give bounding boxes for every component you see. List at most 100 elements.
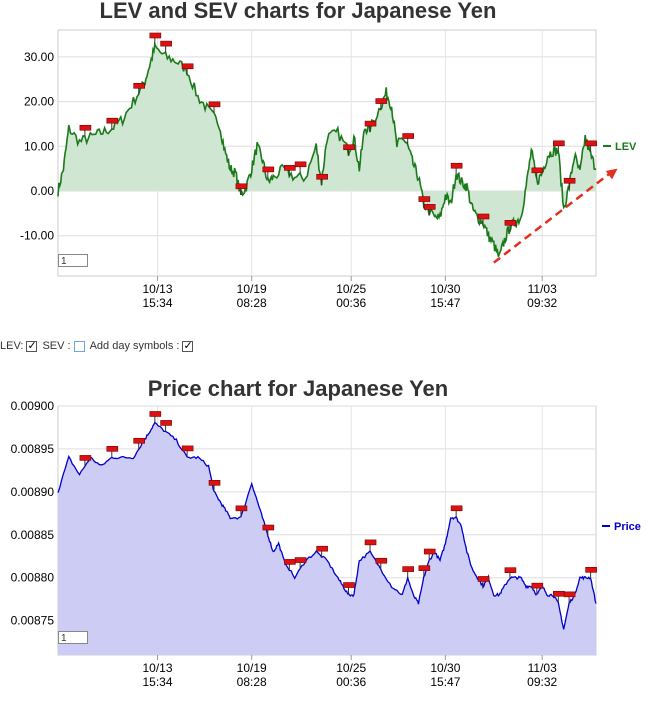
sev-checkbox[interactable] <box>73 340 85 352</box>
trend-arrow-line <box>493 172 611 264</box>
day-symbols-checkbox-label: Add day symbols : <box>89 340 180 352</box>
chart-controls: LEV: SEV : Add day symbols : <box>0 339 196 352</box>
lev-chart-title: LEV and SEV charts for Japanese Yen <box>99 0 497 23</box>
day-marker <box>79 455 92 467</box>
x-tick-time: 08:28 <box>237 675 267 689</box>
day-marker <box>531 582 544 595</box>
price-zoom-input[interactable]: 1 <box>58 631 88 644</box>
day-marker <box>477 213 490 226</box>
day-marker-flag <box>149 411 162 417</box>
x-tick-time: 00:36 <box>336 296 366 310</box>
day-marker <box>133 437 145 450</box>
x-tick-time: 15:34 <box>143 296 173 310</box>
day-marker-flag <box>364 120 377 127</box>
day-marker <box>563 177 576 190</box>
day-marker-flag <box>316 545 328 552</box>
day-marker-flag <box>553 590 565 597</box>
day-marker-flag <box>294 161 307 168</box>
x-tick-time: 15:47 <box>430 296 460 310</box>
lev-zoom-input[interactable]: 1 <box>58 254 88 267</box>
day-marker <box>262 524 275 537</box>
day-marker <box>208 101 221 113</box>
x-tick-date: 10/19 <box>237 282 267 296</box>
x-tick-date: 10/30 <box>430 661 460 675</box>
day-marker <box>585 140 597 152</box>
day-marker-flag <box>375 557 388 564</box>
day-marker <box>343 144 355 156</box>
day-marker-flag <box>504 220 517 226</box>
y-tick-label: 0.00 <box>31 184 55 198</box>
x-tick-date: 10/13 <box>143 282 173 296</box>
day-marker <box>262 166 275 178</box>
y-tick-label: 0.00890 <box>11 485 55 499</box>
day-marker-flag <box>343 582 355 588</box>
day-marker <box>294 161 307 173</box>
day-marker <box>316 545 328 558</box>
day-marker <box>106 446 119 458</box>
day-marker <box>294 557 307 569</box>
day-marker-flag <box>423 548 436 555</box>
day-marker-flag <box>423 204 436 210</box>
day-marker-flag <box>284 559 296 565</box>
day-marker <box>235 183 248 195</box>
day-marker-flag <box>418 565 431 571</box>
day-marker-flag <box>106 117 119 124</box>
day-marker <box>504 567 517 579</box>
x-tick-date: 10/19 <box>237 661 267 675</box>
lev-checkbox-label: LEV: <box>0 340 24 352</box>
series-area <box>58 44 596 257</box>
legend-label: LEV <box>615 141 637 153</box>
day-marker-flag <box>585 140 597 147</box>
day-marker <box>450 162 463 175</box>
day-marker-flag <box>181 63 194 70</box>
y-tick-label: 0.00880 <box>11 571 55 585</box>
day-marker <box>585 566 597 579</box>
day-marker-flag <box>450 162 463 169</box>
day-marker <box>423 204 436 216</box>
day-marker-flag <box>418 196 431 202</box>
day-marker-flag <box>316 173 328 180</box>
day-marker <box>418 196 431 208</box>
day-marker <box>106 117 119 130</box>
day-marker-flag <box>160 40 172 47</box>
day-marker-flag <box>106 446 119 452</box>
trend-arrow <box>493 168 618 264</box>
day-marker <box>375 557 388 570</box>
x-tick-time: 09:32 <box>527 296 557 310</box>
day-marker-flag <box>262 524 275 531</box>
day-marker <box>477 576 490 588</box>
day-marker-flag <box>149 32 162 39</box>
price-chart-title: Price chart for Japanese Yen <box>147 376 449 401</box>
day-marker <box>504 220 517 232</box>
day-marker <box>181 63 194 75</box>
day-marker <box>343 582 355 594</box>
day-marker-flag <box>79 455 92 461</box>
x-tick-time: 09:32 <box>527 675 557 689</box>
day-marker-flag <box>235 183 248 190</box>
day-marker-flag <box>133 437 145 444</box>
day-symbols-checkbox[interactable] <box>182 339 194 352</box>
lev-checkbox[interactable] <box>26 339 38 352</box>
day-marker-flag <box>181 445 194 452</box>
sev-checkbox-label: SEV : <box>42 340 71 352</box>
trend-arrow-head <box>605 168 618 180</box>
day-marker <box>208 479 221 492</box>
y-tick-label: 0.00895 <box>11 442 55 456</box>
day-marker-flag <box>531 582 544 589</box>
x-tick-date: 10/25 <box>336 661 366 675</box>
day-marker-flag <box>208 101 221 108</box>
day-marker-flag <box>553 140 565 147</box>
day-marker-flag <box>504 567 517 573</box>
plot-area: 0.00900 0.00895 0.00890 0.00885 0.00880 0.008… <box>11 399 597 689</box>
x-tick-date: 10/30 <box>430 282 460 296</box>
x-tick-time: 08:28 <box>237 296 267 310</box>
y-tick-label: 0.00875 <box>11 614 55 628</box>
day-marker <box>531 167 544 179</box>
day-marker <box>79 124 92 137</box>
series-area <box>58 422 596 655</box>
day-marker <box>364 539 377 551</box>
day-marker-flag <box>477 213 490 220</box>
y-tick-label: 0.00900 <box>11 399 55 413</box>
day-marker <box>402 133 415 145</box>
